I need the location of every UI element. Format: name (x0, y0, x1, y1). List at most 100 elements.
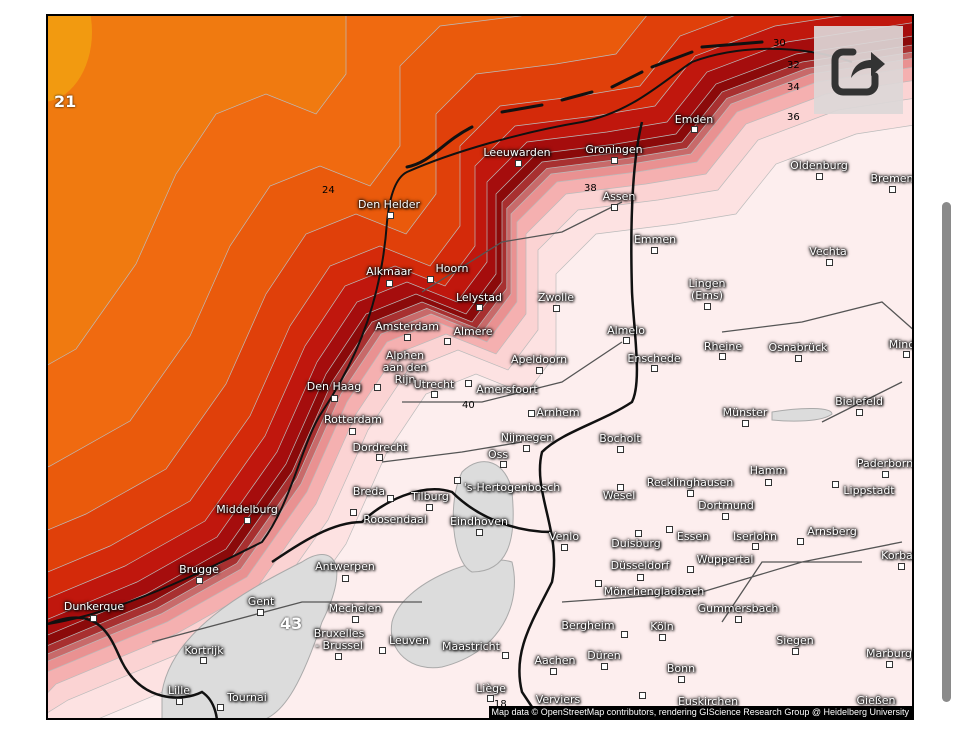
weather-map[interactable]: Den Helder Leeuwarden Groningen Emden Assen E… (46, 14, 914, 720)
city-label: Antwerpen (315, 560, 375, 573)
city-label: Amsterdam (375, 320, 439, 333)
city-label: Lippstadt (843, 484, 895, 497)
city-marker (444, 338, 451, 345)
city-marker (889, 186, 896, 193)
city-marker (502, 652, 509, 659)
city-label: Mönchengladbach (603, 585, 705, 598)
city-label: Siegen (776, 634, 814, 647)
city-label: Hamm (749, 464, 787, 477)
contour-label: 40 (462, 400, 475, 411)
frisian-islands (405, 40, 764, 169)
city-label: Mechelen (328, 602, 382, 615)
contour-label: 30 (773, 38, 786, 49)
city-label: Brugge (179, 563, 219, 576)
city-label: Paderborn (856, 457, 914, 470)
city-label: Alkmaar (366, 265, 412, 278)
city-marker (735, 616, 742, 623)
city-marker (528, 410, 535, 417)
city-marker (639, 692, 646, 699)
contour-label: 32 (787, 60, 800, 71)
contour-label: 38 (584, 183, 597, 194)
share-icon (831, 48, 885, 96)
city-marker (719, 353, 726, 360)
city-marker (376, 454, 383, 461)
national-border (48, 121, 644, 718)
city-label: Mind (888, 338, 914, 351)
city-label: Bielefeld (835, 395, 883, 408)
city-label: Maastricht (442, 640, 500, 653)
city-label: Euskirchen (677, 695, 739, 708)
city-marker (387, 212, 394, 219)
city-marker (617, 446, 624, 453)
city-label: Münster (722, 406, 768, 419)
city-marker (387, 495, 394, 502)
city-marker (856, 409, 863, 416)
city-marker (561, 544, 568, 551)
city-marker (666, 526, 673, 533)
city-label: Duisburg (611, 537, 661, 550)
city-marker (687, 490, 694, 497)
city-label: Aachen (534, 654, 576, 667)
city-label: Leuven (389, 634, 429, 647)
city-label: Gent (247, 595, 275, 608)
city-label: Marburg (865, 647, 913, 660)
temperature-band (48, 16, 92, 102)
city-label: 's-Hertogenbosch (463, 481, 561, 494)
contour-label: 34 (787, 82, 800, 93)
city-marker (637, 574, 644, 581)
city-marker (832, 481, 839, 488)
grey-area (161, 554, 338, 718)
city-label: Zwolle (537, 291, 575, 304)
city-label: Tournai (227, 691, 267, 704)
city-marker (795, 355, 802, 362)
city-label: Dordrecht (352, 441, 408, 454)
city-label: Wuppertal (696, 553, 754, 566)
city-label: Köln (650, 620, 674, 633)
city-marker (257, 609, 264, 616)
city-label: Den Haag (306, 380, 362, 393)
city-label: Oss (487, 448, 509, 461)
city-label: Bocholt (599, 432, 641, 445)
city-label: Bergheim (561, 619, 615, 632)
share-button[interactable] (814, 26, 903, 114)
city-label: Düren (587, 649, 621, 662)
city-label: Utrecht (413, 378, 455, 391)
city-label: Tilburg (411, 490, 449, 503)
city-marker (426, 504, 433, 511)
city-label: Korbac (881, 549, 913, 562)
city-marker (691, 126, 698, 133)
city-label: Lingen (Ems) (688, 277, 726, 302)
city-label: Den Helder (357, 198, 421, 211)
city-marker (352, 616, 359, 623)
city-label: Oldenburg (790, 159, 848, 172)
city-marker (792, 648, 799, 655)
city-label: Middelburg (216, 503, 278, 516)
city-marker (523, 445, 530, 452)
city-marker (611, 204, 618, 211)
city-marker (217, 704, 224, 711)
city-marker (797, 538, 804, 545)
city-marker (536, 367, 543, 374)
city-marker (386, 280, 393, 287)
city-label: Gießen (856, 694, 896, 707)
city-label: Dunkerque (63, 600, 125, 613)
city-marker (427, 276, 434, 283)
city-marker (244, 517, 251, 524)
grey-area (771, 407, 833, 422)
city-label: Verviers (535, 693, 581, 706)
grey-area (390, 559, 515, 669)
city-marker (454, 477, 461, 484)
city-marker (349, 428, 356, 435)
city-label: Bremen (870, 172, 914, 185)
city-label: Recklinghausen (646, 476, 734, 489)
city-marker (595, 580, 602, 587)
city-label: Lille (167, 684, 191, 697)
city-label: Roosendaal (363, 513, 427, 526)
city-marker (635, 530, 642, 537)
contour-label: 18 (494, 699, 507, 710)
city-marker (742, 420, 749, 427)
city-label: Gummersbach (697, 602, 779, 615)
city-marker (465, 380, 472, 387)
city-marker (379, 647, 386, 654)
scrollbar[interactable] (942, 202, 951, 702)
